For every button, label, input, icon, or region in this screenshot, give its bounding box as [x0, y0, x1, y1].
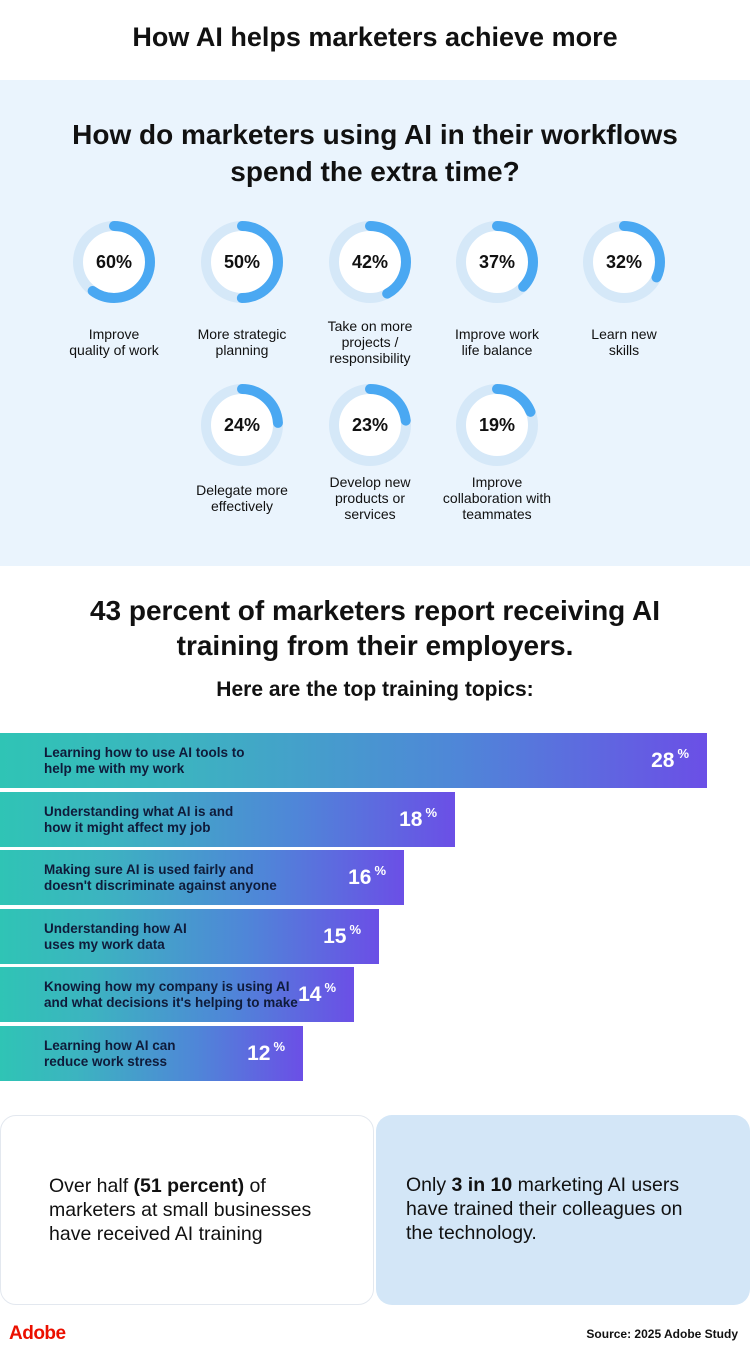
- bar-label: Learning how AI can reduce work stress: [44, 1038, 176, 1069]
- donut-value: 19%: [478, 415, 516, 435]
- bar-value: 28%: [651, 746, 689, 772]
- bar-label: Understanding how AI uses my work data: [44, 921, 187, 952]
- bar-3: Making sure AI is used fairly and doesn't…: [0, 850, 404, 905]
- donut-value: 32%: [605, 252, 643, 272]
- donut-value: 60%: [95, 252, 133, 272]
- bar-6: Learning how AI can reduce work stress 12%: [0, 1026, 303, 1081]
- donut-label: More strategic planning: [197, 326, 287, 358]
- donut-label: Improve work life balance: [454, 326, 540, 358]
- donut-2: 50%: [197, 217, 287, 307]
- bar-value: 12%: [247, 1039, 285, 1065]
- training-headline: 43 percent of marketers report receiving…: [89, 595, 661, 661]
- donut-value: 24%: [223, 415, 261, 435]
- stat-card-colleague-training: Only 3 in 10 marketing AI users have tra…: [376, 1115, 750, 1305]
- donut-arc: [329, 384, 411, 466]
- bar-4: Understanding how AI uses my work data 15%: [0, 909, 379, 964]
- donut-arc: [456, 221, 538, 303]
- donut-value: 42%: [351, 252, 389, 272]
- bar-value: 18%: [399, 805, 437, 831]
- bar-label: Knowing how my company is using AI and wh…: [44, 979, 298, 1010]
- donut-value: 37%: [478, 252, 516, 272]
- time-usage-panel: How do marketers using AI in their workf…: [0, 80, 750, 566]
- donut-label: Improve collaboration with teammates: [442, 474, 552, 522]
- bar-value: 14%: [298, 980, 336, 1006]
- donut-value: 50%: [223, 252, 261, 272]
- donut-label: Develop new products or services: [329, 474, 411, 522]
- donut-label: Delegate more effectively: [196, 482, 288, 514]
- bar-value: 15%: [323, 922, 361, 948]
- bar-2: Understanding what AI is and how it might…: [0, 792, 455, 847]
- adobe-logo: Adobe: [9, 1323, 66, 1344]
- source-note: Source: 2025 Adobe Study: [586, 1327, 738, 1341]
- donut-arc: [329, 221, 411, 303]
- bar-value: 16%: [348, 863, 386, 889]
- page-title: How AI helps marketers achieve more: [132, 22, 618, 52]
- bar-label: Understanding what AI is and how it might…: [44, 804, 234, 835]
- panel-title: How do marketers using AI in their workf…: [72, 119, 678, 187]
- donut-8: 19%: [452, 380, 542, 470]
- donut-1: 60%: [69, 217, 159, 307]
- stat-card-text: Only 3 in 10 marketing AI users have tra…: [406, 1174, 683, 1244]
- donut-arc: [201, 384, 283, 466]
- donut-4: 37%: [452, 217, 542, 307]
- bar-5: Knowing how my company is using AI and wh…: [0, 967, 354, 1022]
- donut-3: 42%: [325, 217, 415, 307]
- bar-1: Learning how to use AI tools to help me w…: [0, 733, 707, 788]
- stat-highlight: (51 percent): [133, 1175, 245, 1197]
- donut-arc: [73, 221, 155, 303]
- donut-value: 23%: [351, 415, 389, 435]
- donut-5: 32%: [579, 217, 669, 307]
- donut-7: 23%: [325, 380, 415, 470]
- training-subtitle: Here are the top training topics:: [216, 678, 534, 701]
- bar-label: Making sure AI is used fairly and doesn't…: [44, 862, 277, 893]
- donut-label: Learn new skills: [591, 326, 657, 358]
- donut-6: 24%: [197, 380, 287, 470]
- donut-label: Improve quality of work: [69, 326, 159, 358]
- stat-highlight: 3 in 10: [451, 1174, 513, 1196]
- donut-label: Take on more projects / responsibility: [327, 318, 413, 366]
- donut-arc: [456, 384, 538, 466]
- bar-label: Learning how to use AI tools to help me w…: [44, 745, 245, 776]
- stat-card-text: Over half (51 percent) of marketers at s…: [49, 1175, 312, 1245]
- stat-card-small-business: Over half (51 percent) of marketers at s…: [0, 1115, 374, 1305]
- donut-arc: [201, 221, 283, 303]
- donut-arc: [583, 221, 665, 303]
